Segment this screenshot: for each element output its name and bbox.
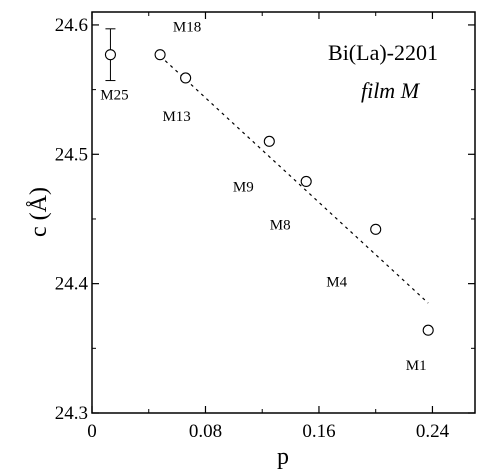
data-point-m9 bbox=[263, 135, 275, 147]
plot-frame bbox=[91, 11, 476, 414]
data-point-m13 bbox=[180, 72, 192, 84]
annotation-material: Bi(La)-2201 bbox=[328, 40, 438, 65]
y-tick-label: 24.3 bbox=[55, 403, 88, 424]
point-label-m8: M8 bbox=[270, 217, 291, 233]
annotation-sample: film M bbox=[361, 78, 421, 103]
y-tick-label: 24.6 bbox=[55, 15, 88, 36]
x-tick-label: 0.08 bbox=[189, 421, 222, 442]
fit-line bbox=[159, 55, 429, 304]
data-point-m18 bbox=[154, 49, 166, 61]
x-tick-label: 0.16 bbox=[302, 421, 335, 442]
point-label-m25: M25 bbox=[100, 88, 128, 104]
x-tick-label: 0 bbox=[87, 421, 97, 442]
data-point-m25 bbox=[104, 49, 116, 61]
data-point-m8 bbox=[300, 175, 312, 188]
point-label-m13: M13 bbox=[162, 109, 190, 125]
point-label-m9: M9 bbox=[233, 179, 254, 195]
tick-labels: 0 0.08 0.16 0.24 24.3 24.4 24.5 24.6 bbox=[55, 15, 450, 442]
point-label-m1: M1 bbox=[406, 358, 427, 374]
point-labels: M25 M18 M13 M9 M8 M4 M1 bbox=[100, 20, 426, 375]
x-tick-label: 0.24 bbox=[416, 421, 450, 442]
data-point-m1 bbox=[422, 324, 434, 336]
data-point-m4 bbox=[370, 223, 382, 235]
x-axis-title: p bbox=[277, 444, 289, 470]
y-axis-title: c (Å) bbox=[26, 187, 52, 237]
axis-ticks bbox=[91, 12, 475, 414]
y-tick-label: 24.4 bbox=[55, 274, 89, 295]
point-label-m18: M18 bbox=[173, 20, 201, 36]
data-points bbox=[104, 28, 434, 336]
y-tick-label: 24.5 bbox=[55, 144, 88, 165]
point-label-m4: M4 bbox=[326, 274, 347, 290]
